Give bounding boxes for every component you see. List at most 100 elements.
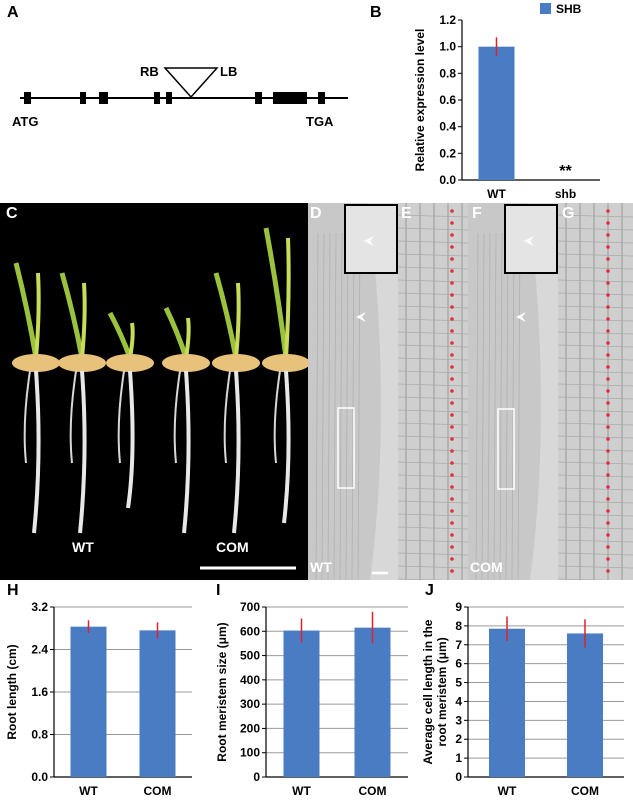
chart-b: 0.0 0.2 0.4 0.6 0.8 1.0 1.2 WT shb ** Relative exp… xyxy=(413,2,600,201)
cell-file xyxy=(357,232,361,580)
y-axis-label: Average cell length in the xyxy=(421,619,435,764)
panel-label-f: F xyxy=(472,205,482,222)
x-tick-label: COM xyxy=(359,784,387,798)
panel-label-g: G xyxy=(562,205,575,222)
cell-file xyxy=(499,232,503,580)
cell-marker xyxy=(450,233,454,237)
cell-wall xyxy=(398,539,468,543)
y-tick-label: 0 xyxy=(253,770,260,784)
cell-marker xyxy=(606,377,610,381)
cortex-cells-wt xyxy=(398,203,468,580)
cells-com: G xyxy=(558,203,633,580)
y-tick-label: 0.2 xyxy=(439,146,456,160)
cell-marker xyxy=(606,305,610,309)
cell-marker xyxy=(450,533,454,537)
seedling-label-wt: WT xyxy=(72,539,94,555)
legend-label: SHB xyxy=(556,2,582,16)
cell-wall xyxy=(558,526,633,530)
cell-wall xyxy=(398,461,468,465)
cell-marker xyxy=(450,365,454,369)
cell-wall xyxy=(398,292,468,296)
exon xyxy=(166,92,172,104)
cell-wall xyxy=(398,370,468,374)
shoot xyxy=(263,227,289,359)
cell-file xyxy=(505,232,509,580)
root-tissue xyxy=(468,203,542,580)
cell-wall xyxy=(558,435,633,439)
cell-wall xyxy=(558,422,633,426)
cell-marker xyxy=(450,497,454,501)
lateral-root xyxy=(69,370,77,464)
cell-wall xyxy=(398,214,468,218)
cell-marker xyxy=(606,509,610,513)
legend-swatch xyxy=(540,3,551,14)
y-tick-label: 4 xyxy=(455,694,462,708)
cell-file xyxy=(327,232,331,580)
panel-label-j: J xyxy=(425,582,434,599)
cell-marker xyxy=(606,293,610,297)
cell-marker xyxy=(450,473,454,477)
cell-marker xyxy=(606,557,610,561)
cell-marker xyxy=(606,221,610,225)
tga-label: TGA xyxy=(306,114,334,129)
cell-wall xyxy=(398,474,468,478)
cortex-cells-com xyxy=(558,203,633,580)
t-dna-insertion xyxy=(163,67,219,99)
leaf xyxy=(80,282,87,359)
y-tick-label: 0.4 xyxy=(439,120,456,134)
cell-wall xyxy=(558,565,633,569)
micrograph-label-com: COM xyxy=(470,559,503,575)
cell-wall xyxy=(558,552,633,556)
cell-file xyxy=(339,232,343,580)
cell-wall xyxy=(558,448,633,452)
y-tick-label: 3.2 xyxy=(31,600,48,614)
panel-label-c: C xyxy=(6,205,18,222)
cell-marker xyxy=(606,269,610,273)
y-axis-label: Root meristem size (μm) xyxy=(215,622,229,761)
y-tick-label: 100 xyxy=(240,746,260,760)
micrograph-label-wt: WT xyxy=(310,559,332,575)
root-tip-wt xyxy=(308,203,398,580)
cell-marker xyxy=(450,281,454,285)
cell-wall xyxy=(398,565,468,569)
x-tick-label: WT xyxy=(487,187,506,201)
cell-marker xyxy=(606,569,610,573)
rb-label: RB xyxy=(140,64,159,79)
cell-wall xyxy=(558,513,633,517)
cell-wall xyxy=(558,487,633,491)
y-tick-label: 0.8 xyxy=(31,728,48,742)
cell-wall xyxy=(558,396,633,400)
panel-label-e: E xyxy=(401,205,412,222)
cell-marker xyxy=(606,533,610,537)
cell-file xyxy=(475,232,479,580)
panel-label-h: H xyxy=(7,582,19,599)
leaf xyxy=(184,317,191,359)
zoom-box xyxy=(497,408,515,490)
cell-wall xyxy=(398,409,468,413)
cell-wall xyxy=(558,253,633,257)
bar xyxy=(478,46,515,180)
cell-marker xyxy=(450,209,454,213)
lb-label: LB xyxy=(220,64,237,79)
seedling xyxy=(262,227,308,524)
cell-wall xyxy=(398,526,468,530)
y-tick-label: 8 xyxy=(455,619,462,633)
cell-wall xyxy=(398,279,468,283)
cell-marker xyxy=(606,497,610,501)
root-tissue xyxy=(308,203,382,580)
lateral-root xyxy=(223,370,231,464)
bar xyxy=(283,630,320,777)
cell-wall xyxy=(398,240,468,244)
y-tick-label: 9 xyxy=(455,600,462,614)
y-tick-label: 0.6 xyxy=(439,93,456,107)
cell-wall xyxy=(398,448,468,452)
cell-wall xyxy=(398,578,448,580)
cell-marker xyxy=(606,341,610,345)
seed xyxy=(212,354,260,372)
cell-marker xyxy=(606,233,610,237)
lateral-root xyxy=(173,370,181,464)
cell-wall xyxy=(558,383,633,387)
micrograph-wt: D WT xyxy=(308,203,398,580)
exon xyxy=(273,92,307,104)
primary-root xyxy=(182,370,191,534)
